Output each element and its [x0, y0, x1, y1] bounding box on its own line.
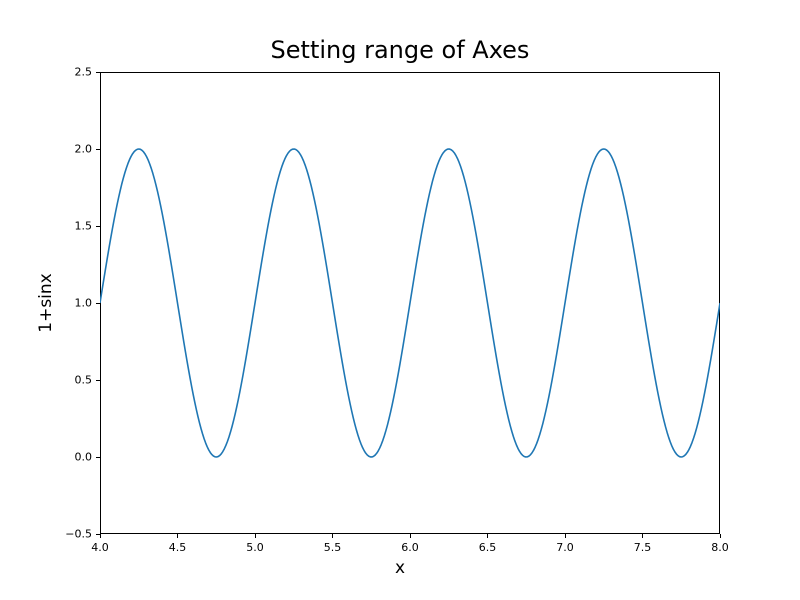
- y-tick-label: −0.5: [65, 528, 92, 541]
- x-tick-mark: [565, 534, 566, 538]
- y-tick-label: 1.5: [75, 220, 93, 233]
- x-tick-label: 7.5: [634, 541, 652, 554]
- y-tick-label: 2.5: [75, 66, 93, 79]
- line-series: [100, 72, 720, 534]
- x-tick-mark: [332, 534, 333, 538]
- x-tick-mark: [487, 534, 488, 538]
- y-tick-label: 1.0: [75, 297, 93, 310]
- y-tick-label: 0.0: [75, 451, 93, 464]
- x-tick-mark: [255, 534, 256, 538]
- x-tick-mark: [100, 534, 101, 538]
- x-tick-label: 5.5: [324, 541, 342, 554]
- x-tick-mark: [410, 534, 411, 538]
- figure: Setting range of Axes x 1+sinx 4.0 4.5 5.0…: [0, 0, 800, 600]
- x-tick-label: 6.0: [401, 541, 419, 554]
- x-tick-mark: [177, 534, 178, 538]
- y-axis-label: 1+sinx: [36, 273, 56, 332]
- x-tick-label: 6.5: [479, 541, 497, 554]
- x-tick-mark: [642, 534, 643, 538]
- x-tick-mark: [720, 534, 721, 538]
- x-tick-label: 7.0: [556, 541, 574, 554]
- x-tick-label: 4.0: [91, 541, 109, 554]
- x-axis-label: x: [0, 558, 800, 578]
- y-tick-label: 2.0: [75, 143, 93, 156]
- y-tick-label: 0.5: [75, 374, 93, 387]
- x-tick-label: 4.5: [169, 541, 187, 554]
- series-path: [100, 149, 720, 457]
- chart-title: Setting range of Axes: [0, 36, 800, 64]
- x-tick-label: 5.0: [246, 541, 264, 554]
- x-tick-label: 8.0: [711, 541, 729, 554]
